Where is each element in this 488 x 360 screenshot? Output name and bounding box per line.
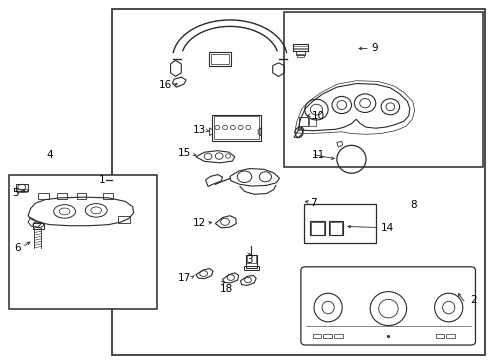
Bar [435,334,444,338]
Bar [292,46,307,48]
Bar [57,193,67,199]
Bar [118,216,130,223]
Bar [112,9,484,355]
Bar [284,12,482,167]
Text: 3: 3 [245,255,252,265]
Text: 18: 18 [220,284,233,294]
Bar [214,116,259,139]
Text: 11: 11 [311,150,324,160]
Text: 4: 4 [46,150,53,160]
Text: 16: 16 [158,80,171,90]
Bar [309,221,324,235]
Bar [328,221,343,235]
Bar [18,189,27,192]
Bar [209,52,231,66]
Bar [212,114,261,141]
Bar [329,222,342,235]
Text: 5: 5 [12,188,19,198]
Text: 13: 13 [192,125,205,135]
Bar [323,334,331,338]
Bar [38,193,48,199]
Bar [33,223,43,229]
Bar [310,222,323,235]
Text: 10: 10 [311,111,324,121]
Bar [103,193,113,199]
Text: 14: 14 [380,223,393,233]
Bar [446,334,454,338]
Bar [303,204,375,243]
Bar [296,54,304,58]
Bar [77,193,85,199]
Text: 12: 12 [192,218,205,228]
Bar [292,49,307,51]
Bar [211,54,229,64]
Bar [292,44,307,51]
Bar [245,255,256,267]
Bar [333,334,342,338]
Bar [298,117,307,126]
Text: 6: 6 [14,243,21,253]
Text: 2: 2 [469,295,476,305]
Text: 17: 17 [178,273,191,283]
Text: 9: 9 [370,43,377,53]
Text: 15: 15 [178,148,191,158]
Text: 1: 1 [99,175,106,185]
Bar [312,334,321,338]
Bar [295,51,305,55]
Bar [308,118,316,126]
Bar [9,175,157,309]
Text: 7: 7 [309,198,316,208]
FancyBboxPatch shape [300,267,474,345]
Bar [246,255,255,263]
Bar [243,266,259,270]
Text: 8: 8 [409,200,416,210]
Bar [16,184,28,191]
